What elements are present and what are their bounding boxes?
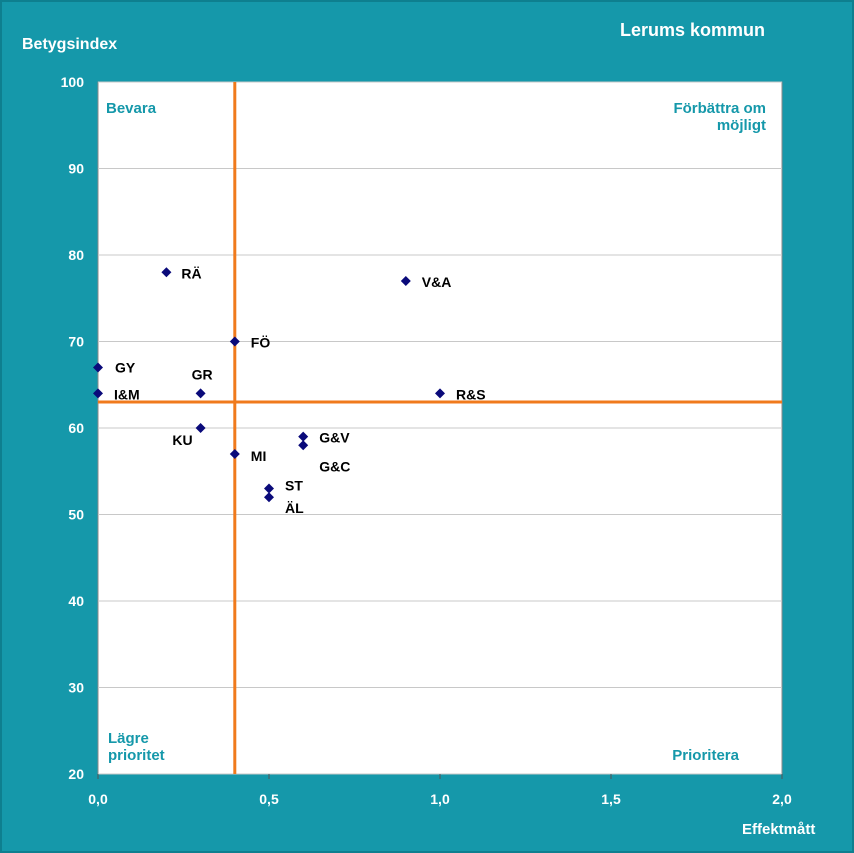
- x-tick-label: 1,0: [430, 791, 450, 807]
- quadrant-label-bottom-left: prioritet: [108, 747, 165, 764]
- data-point-marker: [264, 483, 274, 494]
- data-point-label: MI: [251, 448, 267, 464]
- data-point-label: GY: [115, 359, 136, 375]
- x-axis-label: Effektmått: [742, 821, 816, 838]
- data-point-marker: [195, 388, 206, 399]
- chart-title: Lerums kommun: [620, 20, 766, 40]
- data-point-marker: [435, 388, 445, 399]
- quadrant-label-top-right: Förbättra om: [673, 100, 766, 117]
- y-tick-label: 70: [68, 334, 84, 350]
- data-point-marker: [93, 362, 103, 373]
- data-point-marker: [298, 431, 309, 442]
- data-point-marker: [264, 492, 274, 503]
- data-point-marker: [400, 275, 411, 286]
- quadrant-label-top-left: Bevara: [106, 100, 157, 117]
- y-tick-label: 40: [68, 593, 84, 609]
- y-tick-label: 50: [68, 507, 84, 523]
- data-point-label: RÄ: [181, 265, 201, 281]
- data-point-label: KU: [172, 432, 192, 448]
- data-point-marker: [298, 440, 309, 451]
- data-point-marker: [195, 423, 206, 433]
- data-point-label: FÖ: [251, 335, 271, 351]
- y-tick-label: 60: [68, 420, 84, 436]
- quadrant-label-bottom-right: Prioritera: [672, 747, 739, 764]
- data-point-label: I&M: [114, 386, 140, 402]
- y-tick-label: 20: [68, 766, 84, 782]
- data-point-label: ST: [285, 478, 303, 494]
- x-tick-label: 0,5: [259, 791, 279, 807]
- quadrant-label-bottom-left: Lägre: [108, 730, 149, 747]
- data-point-label: G&V: [319, 430, 350, 446]
- data-point-marker: [229, 448, 240, 459]
- data-point-label: GR: [192, 366, 213, 382]
- data-point-marker: [161, 267, 172, 278]
- y-tick-label: 30: [68, 680, 84, 696]
- quadrant-label-top-right: möjligt: [717, 117, 766, 134]
- y-tick-label: 80: [68, 247, 84, 263]
- y-axis-label: Betygsindex: [22, 36, 118, 53]
- y-tick-label: 90: [68, 161, 84, 177]
- x-tick-label: 1,5: [601, 791, 621, 807]
- data-point-label: G&C: [319, 458, 350, 474]
- x-tick-label: 2,0: [772, 791, 792, 807]
- data-point-marker: [229, 336, 240, 347]
- data-point-label: R&S: [456, 386, 486, 402]
- data-point-label: ÄL: [285, 500, 304, 516]
- y-tick-label: 100: [61, 74, 85, 90]
- data-point-label: V&A: [422, 274, 452, 290]
- x-tick-label: 0,0: [88, 791, 108, 807]
- data-point-marker: [93, 388, 103, 399]
